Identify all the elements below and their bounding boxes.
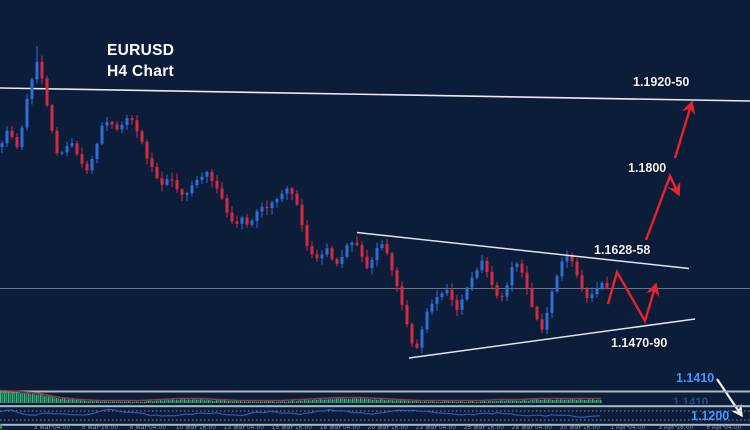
blue-level-lower-label: 1.1200 bbox=[691, 409, 730, 423]
time-axis-label: 13 Mar 04:00 bbox=[223, 425, 265, 430]
timeframe-label: H4 Chart bbox=[107, 63, 174, 80]
interim-target-label: 1.1800 bbox=[628, 161, 667, 175]
chart-title: EURUSD H4 Chart bbox=[107, 40, 174, 82]
lower-channel-zone-label: 1.1470-90 bbox=[611, 336, 668, 350]
time-axis-label: 5 Mar 16:00 bbox=[81, 425, 119, 430]
blue-level-upper-label: 1.1410 bbox=[676, 371, 715, 385]
time-axis-label: 25 Mar 16:00 bbox=[463, 425, 505, 430]
time-axis-label: 23 Mar 04:00 bbox=[415, 425, 457, 430]
time-axis-label: 1 Apr 04:00 bbox=[610, 425, 646, 430]
time-axis-label: 10 Mar 16:00 bbox=[175, 425, 217, 430]
time-axis-label: 20 Mar 16:00 bbox=[367, 425, 409, 430]
upper-channel-zone-label: 1.1628-58 bbox=[594, 243, 651, 257]
time-axis-label: 3 Mar 04:00 bbox=[33, 425, 71, 430]
time-axis-label: 8 Mar 04:00 bbox=[129, 425, 167, 430]
time-axis-label: 6 Apr 04:00 bbox=[706, 425, 742, 430]
time-axis-label: 3 Apr 16:00 bbox=[658, 425, 694, 430]
time-axis-label: 15 Mar 16:00 bbox=[271, 425, 313, 430]
resistance-zone-label: 1.1920-50 bbox=[633, 75, 690, 89]
time-axis: 3 Mar 04:00 5 Mar 16:00 8 Mar 04:00 10 Mar … bbox=[0, 425, 750, 430]
time-axis-label: 30 Mar 16:00 bbox=[559, 425, 601, 430]
clipped-price-level-label: 1.1410 bbox=[673, 397, 709, 404]
time-axis-label: 18 Mar 04:00 bbox=[319, 425, 361, 430]
symbol-label: EURUSD bbox=[107, 42, 175, 59]
time-axis-label: 28 Mar 04:00 bbox=[511, 425, 553, 430]
